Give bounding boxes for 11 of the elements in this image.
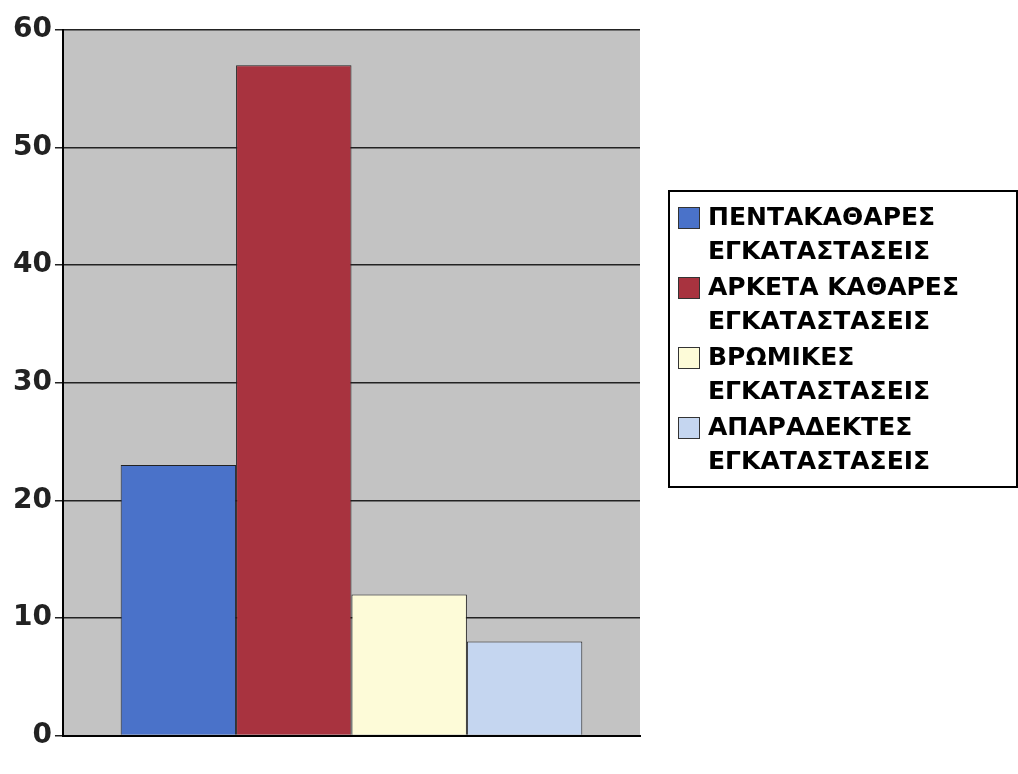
y-tick-label: 50 xyxy=(13,128,52,162)
y-tick-label: 0 xyxy=(32,716,52,750)
y-tick-label: 30 xyxy=(13,364,52,398)
y-tick-label: 20 xyxy=(13,481,52,515)
legend-label: ΑΡΚΕΤΑ ΚΑΘΑΡΕΣ ΕΓΚΑΤΑΣΤΑΣΕΙΣ xyxy=(708,271,961,337)
legend-label: ΠΕΝΤΑΚΑΘΑΡΕΣ ΕΓΚΑΤΑΣΤΑΣΕΙΣ xyxy=(708,201,937,267)
y-tick-label: 10 xyxy=(13,599,52,633)
legend-label: ΒΡΩΜΙΚΕΣ ΕΓΚΑΤΑΣΤΑΣΕΙΣ xyxy=(708,341,932,407)
y-tick-label: 40 xyxy=(13,246,52,280)
legend-label: ΑΠΑΡΑΔΕΚΤΕΣ ΕΓΚΑΤΑΣΤΑΣΕΙΣ xyxy=(708,411,932,477)
y-tick-label: 60 xyxy=(13,11,52,45)
